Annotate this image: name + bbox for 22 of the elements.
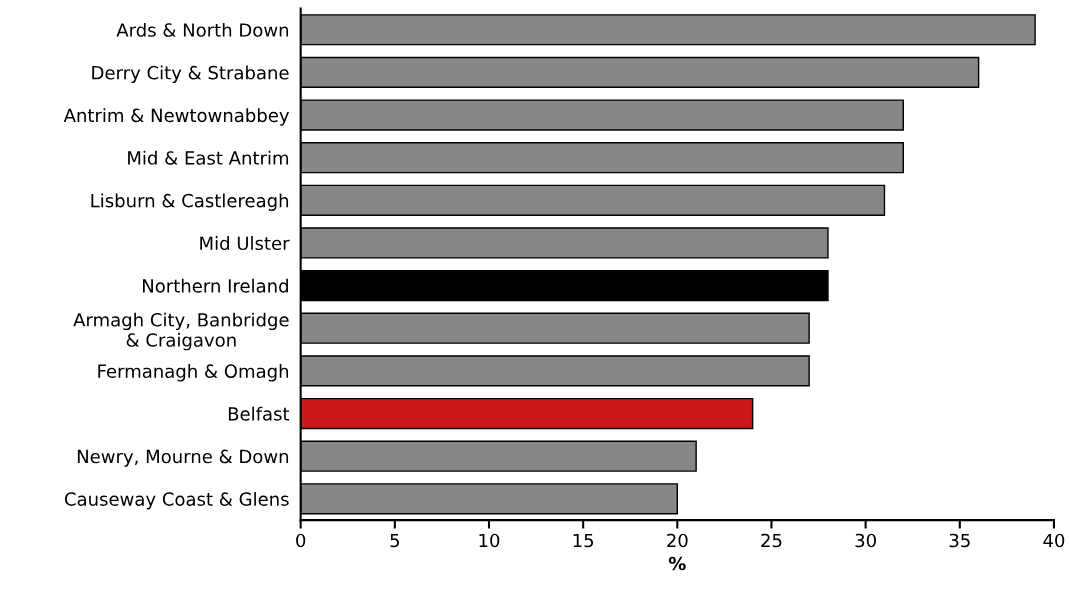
x-axis-title: % — [668, 556, 686, 571]
y-tick-label: Mid Ulster — [200, 236, 290, 251]
y-tick-label: Fermanagh & Omagh — [98, 364, 289, 382]
x-tick-label: 5 — [390, 533, 399, 548]
y-tick-label: Mid & East Antrim — [128, 150, 289, 165]
x-tick-label: 35 — [949, 533, 970, 548]
x-tick-label: 40 — [1043, 533, 1065, 548]
y-tick-label: Northern Ireland — [143, 278, 288, 293]
x-tick-label: 10 — [479, 533, 500, 548]
x-tick-label: 15 — [573, 533, 594, 548]
x-tick-label: 20 — [667, 533, 688, 548]
y-tick-label: Antrim & Newtownabbey — [63, 108, 290, 126]
x-tick-label: 30 — [855, 533, 876, 548]
y-tick-label: Belfast — [228, 406, 290, 421]
x-tick-label: 0 — [296, 533, 306, 548]
y-tick-label: Armagh City, Banbridge & Craigavon — [73, 312, 289, 351]
y-tick-label: Newry, Mourne & Down — [77, 449, 289, 467]
y-tick-label: Causeway Coast & Glens — [64, 491, 289, 510]
y-tick-label: Derry City & Strabane — [92, 65, 289, 84]
y-tick-label: Lisburn & Castlereagh — [91, 193, 289, 211]
y-tick-label: Ards & North Down — [116, 22, 289, 37]
x-tick-label: 25 — [761, 533, 782, 548]
